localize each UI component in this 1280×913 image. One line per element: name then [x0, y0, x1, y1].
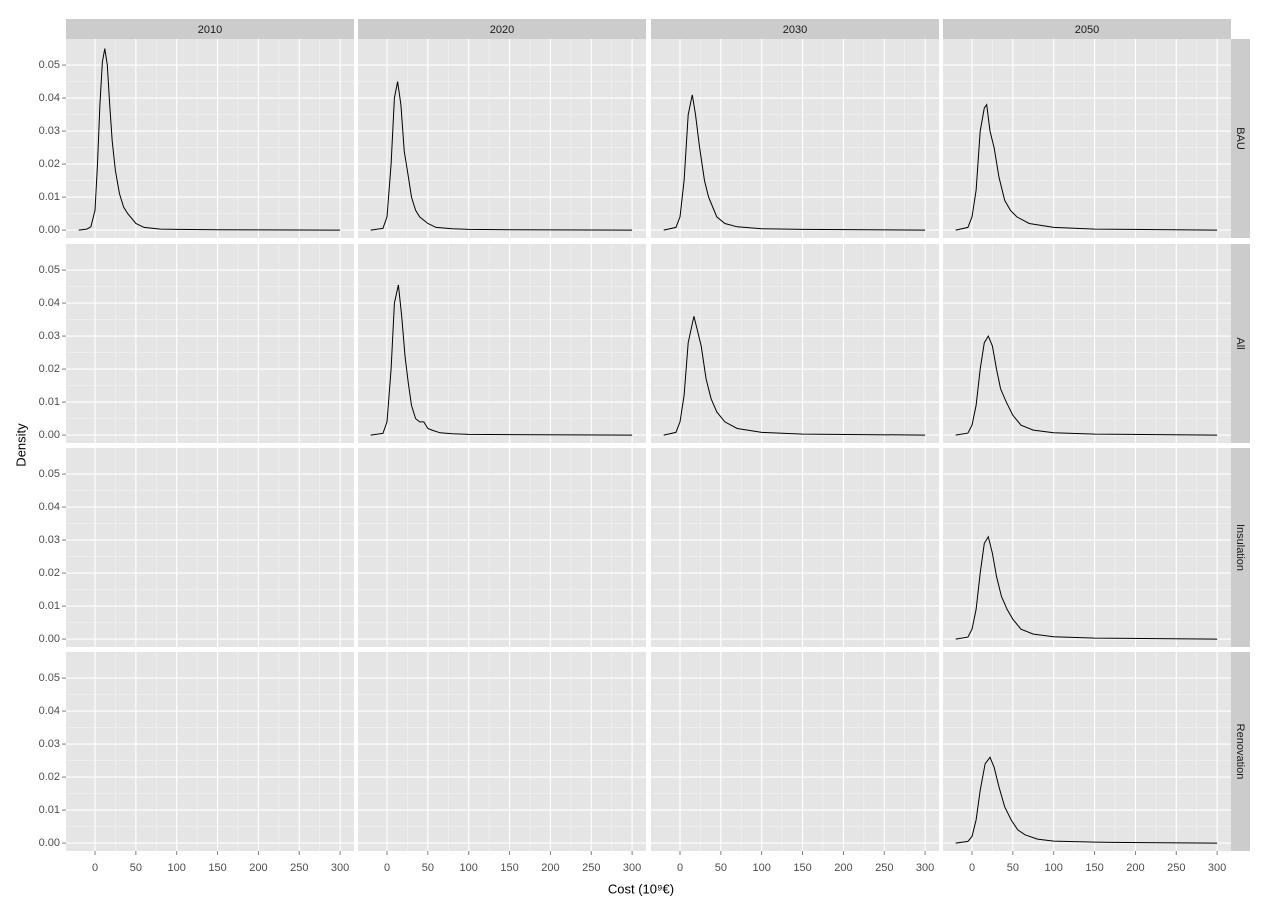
x-tick-label: 150 — [500, 862, 518, 874]
y-tick-label: 0.01 — [39, 804, 60, 816]
x-tick-label: 0 — [384, 862, 390, 874]
x-tick-label: 0 — [92, 862, 98, 874]
y-tick-label: 0.00 — [39, 429, 60, 441]
row-strip-label: All — [1234, 337, 1246, 349]
y-tick-label: 0.01 — [39, 396, 60, 408]
panel-background — [66, 448, 354, 647]
x-tick-label: 250 — [1167, 862, 1185, 874]
panel-background — [943, 244, 1231, 443]
x-tick-label: 200 — [541, 862, 559, 874]
density-line — [955, 334, 1218, 436]
x-tick-label: 100 — [1045, 862, 1063, 874]
panel-background — [943, 448, 1231, 647]
row-strip-label: Renovation — [1234, 724, 1246, 780]
panel-background — [651, 244, 939, 443]
panel-background — [651, 39, 939, 238]
density-line — [663, 316, 926, 436]
y-tick-label: 0.05 — [39, 59, 60, 71]
y-tick-label: 0.02 — [39, 771, 60, 783]
x-tick-label: 200 — [249, 862, 267, 874]
density-line — [370, 284, 633, 436]
column-strip-label: 2050 — [1075, 24, 1099, 36]
x-axis-title: Cost (10⁹€) — [608, 881, 674, 896]
x-tick-label: 100 — [753, 862, 771, 874]
x-tick-label: 0 — [969, 862, 975, 874]
panel-background — [651, 448, 939, 647]
density-line — [955, 103, 1218, 231]
panel-background — [66, 244, 354, 443]
density-line — [955, 535, 1218, 640]
strip — [1230, 244, 1250, 443]
strip — [651, 19, 939, 39]
density-line — [78, 48, 341, 231]
x-tick-label: 50 — [715, 862, 727, 874]
y-tick-label: 0.04 — [39, 501, 60, 513]
y-tick-label: 0.03 — [39, 125, 60, 137]
column-strip-label: 2030 — [783, 24, 807, 36]
y-tick-label: 0.00 — [39, 837, 60, 849]
panel-background — [358, 39, 646, 238]
x-tick-label: 150 — [793, 862, 811, 874]
panel-background — [943, 39, 1231, 238]
y-tick-label: 0.01 — [39, 600, 60, 612]
row-strip-label: Insulation — [1234, 524, 1246, 571]
strip — [943, 19, 1231, 39]
density-line — [663, 94, 926, 231]
x-tick-label: 150 — [208, 862, 226, 874]
column-strip-label: 2020 — [490, 24, 514, 36]
x-tick-label: 200 — [834, 862, 852, 874]
row-strip-label: BAU — [1234, 127, 1246, 150]
column-strip-label: 2010 — [198, 24, 222, 36]
x-tick-label: 250 — [875, 862, 893, 874]
strip — [1230, 652, 1250, 851]
y-tick-label: 0.04 — [39, 297, 60, 309]
y-axis-title: Density — [13, 423, 28, 467]
panel-background — [358, 448, 646, 647]
density-line — [370, 81, 633, 231]
x-tick-label: 100 — [168, 862, 186, 874]
y-tick-label: 0.05 — [39, 468, 60, 480]
x-tick-label: 0 — [677, 862, 683, 874]
panel-background — [66, 652, 354, 851]
x-tick-label: 300 — [1208, 862, 1226, 874]
y-tick-label: 0.05 — [39, 264, 60, 276]
strip — [66, 19, 354, 39]
y-tick-label: 0.00 — [39, 633, 60, 645]
y-tick-label: 0.03 — [39, 738, 60, 750]
density-line — [955, 756, 1218, 844]
x-tick-label: 300 — [623, 862, 641, 874]
panel-background — [66, 39, 354, 238]
x-tick-label: 250 — [290, 862, 308, 874]
panel-background — [651, 652, 939, 851]
x-tick-label: 150 — [1085, 862, 1103, 874]
strip — [358, 19, 646, 39]
x-tick-label: 50 — [130, 862, 142, 874]
panel-background — [358, 652, 646, 851]
x-tick-label: 50 — [1007, 862, 1019, 874]
x-tick-label: 200 — [1126, 862, 1144, 874]
strip — [1230, 39, 1250, 238]
x-tick-label: 300 — [331, 862, 349, 874]
y-tick-label: 0.04 — [39, 705, 60, 717]
x-tick-label: 50 — [422, 862, 434, 874]
y-tick-label: 0.02 — [39, 567, 60, 579]
y-tick-label: 0.00 — [39, 224, 60, 236]
x-tick-label: 100 — [460, 862, 478, 874]
y-tick-label: 0.02 — [39, 158, 60, 170]
x-tick-label: 250 — [582, 862, 600, 874]
panel-background — [358, 244, 646, 443]
panel-background — [943, 652, 1231, 851]
y-tick-label: 0.02 — [39, 363, 60, 375]
y-tick-label: 0.04 — [39, 92, 60, 104]
y-tick-label: 0.03 — [39, 330, 60, 342]
strip — [1230, 448, 1250, 647]
y-tick-label: 0.03 — [39, 534, 60, 546]
y-tick-label: 0.01 — [39, 191, 60, 203]
y-tick-label: 0.05 — [39, 672, 60, 684]
x-tick-label: 300 — [916, 862, 934, 874]
